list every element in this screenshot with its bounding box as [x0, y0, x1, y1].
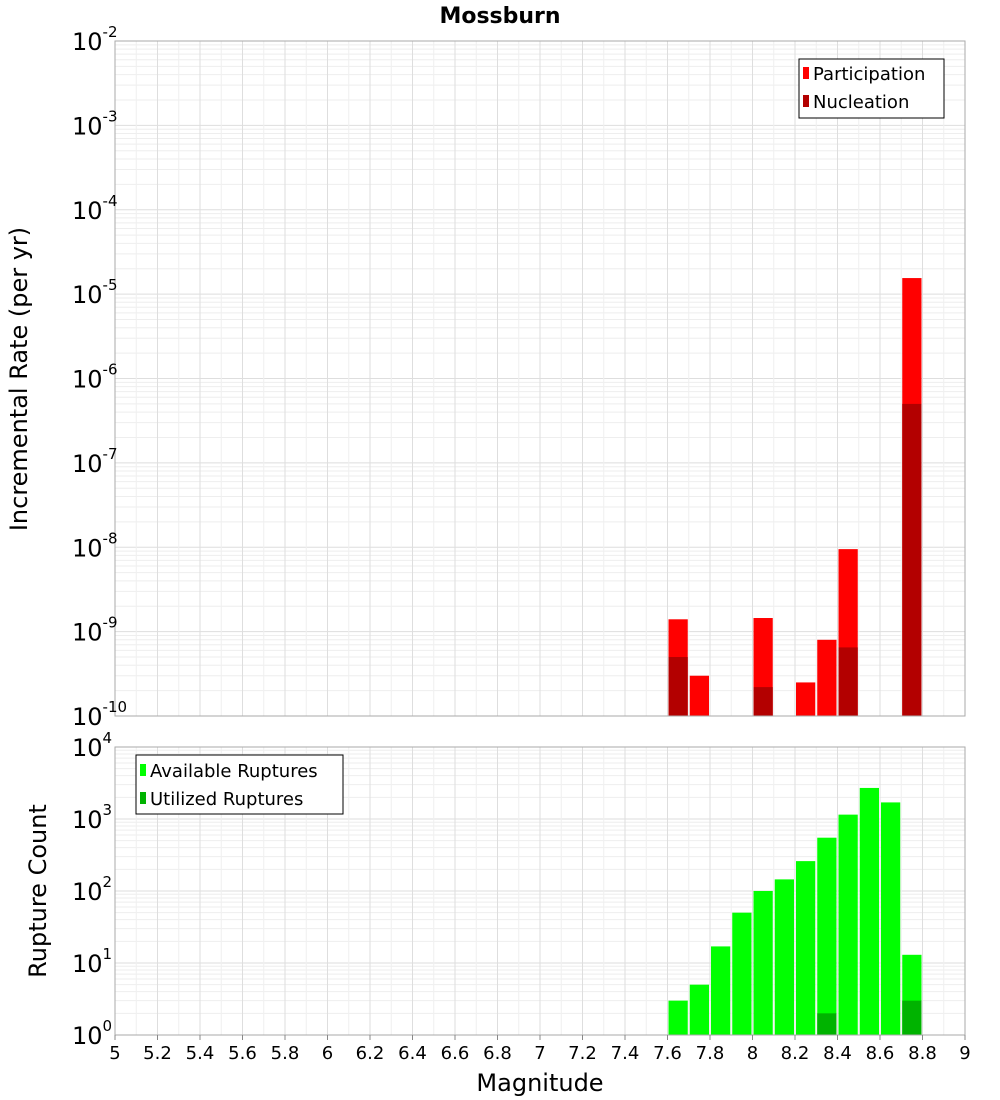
- bottom-bar-available-ruptures: [817, 837, 837, 1035]
- bottom-y-tick-label: 100: [72, 1017, 112, 1050]
- legend-label-utilized-ruptures: Utilized Ruptures: [150, 789, 303, 810]
- bottom-legend-box: [135, 754, 344, 815]
- grid-layer: [114, 41, 966, 1036]
- x-tick-label: 9: [959, 1043, 970, 1064]
- top-bar-participation: [796, 682, 816, 716]
- bottom-bar-utilized-ruptures: [817, 1013, 837, 1035]
- top-y-tick-label: 10-10: [72, 698, 127, 731]
- bottom-bar-available-ruptures: [881, 802, 901, 1035]
- legend-label-nucleation: Nucleation: [813, 92, 909, 113]
- bottom-bar-available-ruptures: [774, 879, 794, 1035]
- top-bar-nucleation: [668, 657, 688, 716]
- x-tick-label: 7.4: [611, 1043, 640, 1064]
- bottom-bar-available-ruptures: [689, 984, 709, 1035]
- x-tick-label: 5.2: [143, 1043, 172, 1064]
- x-tick-label: 8.2: [781, 1043, 810, 1064]
- x-tick-label: 6.6: [441, 1043, 470, 1064]
- x-axis-label: Magnitude: [476, 1069, 603, 1097]
- x-tick-label: 6.2: [356, 1043, 385, 1064]
- bars-layer: [668, 278, 922, 1035]
- chart-title: Mossburn: [439, 4, 560, 29]
- x-tick-label: 7.8: [696, 1043, 725, 1064]
- x-tick-label: 7: [534, 1043, 545, 1064]
- x-tick-label: 8: [747, 1043, 758, 1064]
- x-tick-label: 8.8: [908, 1043, 937, 1064]
- top-bar-nucleation: [838, 647, 858, 716]
- bottom-bar-available-ruptures: [711, 946, 731, 1035]
- top-y-tick-label: 10-9: [72, 614, 118, 647]
- x-tick-label: 5.4: [186, 1043, 215, 1064]
- legend-label-participation: Participation: [813, 64, 925, 85]
- x-tick-label: 5.8: [271, 1043, 300, 1064]
- bottom-y-tick-label: 103: [72, 801, 112, 834]
- top-y-tick-label: 10-3: [72, 107, 118, 140]
- bottom-bar-available-ruptures: [859, 787, 879, 1035]
- x-tick-label: 6.4: [398, 1043, 427, 1064]
- bottom-bar-available-ruptures: [732, 912, 752, 1035]
- bottom-y-axis-label: Rupture Count: [24, 804, 52, 978]
- bottom-bar-available-ruptures: [796, 861, 816, 1035]
- bottom-bar-utilized-ruptures: [902, 1000, 922, 1035]
- bottom-y-tick-label: 101: [72, 945, 112, 978]
- x-tick-label: 8.4: [823, 1043, 852, 1064]
- top-y-tick-label: 10-5: [72, 276, 118, 309]
- bottom-y-tick-label: 102: [72, 873, 112, 906]
- top-y-tick-label: 10-7: [72, 445, 118, 478]
- x-tick-label: 8.6: [866, 1043, 895, 1064]
- top-bar-nucleation: [902, 403, 922, 716]
- x-tick-label: 7.6: [653, 1043, 682, 1064]
- top-y-axis-label: Incremental Rate (per yr): [5, 227, 33, 531]
- bottom-y-tick-label: 104: [72, 729, 112, 762]
- legend-swatch-available-ruptures: [140, 764, 146, 776]
- bottom-bar-available-ruptures: [838, 814, 858, 1035]
- top-y-tick-label: 10-6: [72, 361, 118, 394]
- legend-swatch-participation: [803, 67, 809, 79]
- top-bar-participation: [817, 639, 837, 716]
- top-y-tick-label: 10-2: [72, 23, 118, 56]
- legend-swatch-utilized-ruptures: [140, 792, 146, 804]
- top-legend: Participation Nucleation: [798, 58, 945, 119]
- top-plot-frame: [114, 40, 966, 717]
- x-tick-label: 7.2: [568, 1043, 597, 1064]
- x-tick-label: 6.8: [483, 1043, 512, 1064]
- bottom-bar-available-ruptures: [668, 1000, 688, 1035]
- top-y-tick-label: 10-4: [72, 192, 118, 225]
- x-tick-label: 5.6: [228, 1043, 257, 1064]
- bottom-legend: Available Ruptures Utilized Ruptures: [135, 754, 344, 815]
- bottom-bar-available-ruptures: [753, 891, 773, 1035]
- top-legend-box: [798, 58, 945, 119]
- x-tick-label: 5: [109, 1043, 120, 1064]
- top-y-tick-label: 10-8: [72, 529, 118, 562]
- x-tick-label: 6: [322, 1043, 333, 1064]
- legend-swatch-nucleation: [803, 95, 809, 107]
- legend-label-available-ruptures: Available Ruptures: [150, 761, 318, 782]
- top-bar-nucleation: [753, 687, 773, 716]
- top-bar-participation: [689, 675, 709, 716]
